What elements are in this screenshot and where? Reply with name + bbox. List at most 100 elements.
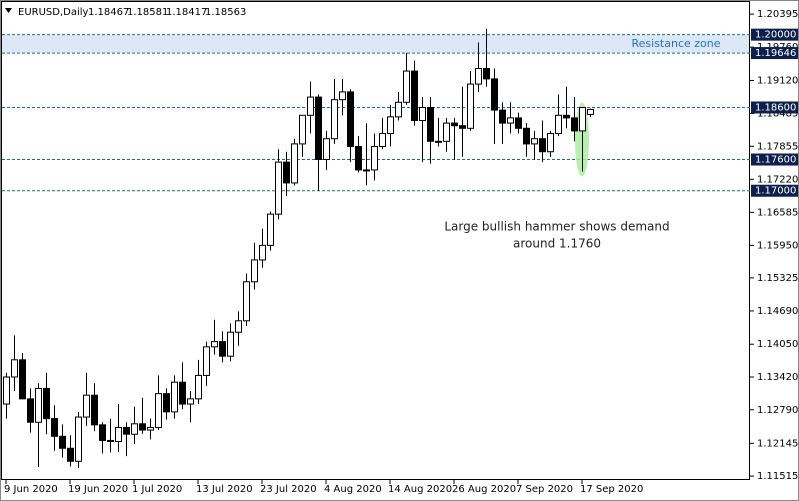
level-label: 1.17000 — [755, 186, 796, 197]
y-tick-label: 1.13420 — [757, 372, 798, 383]
candle-body — [267, 213, 274, 246]
candle-body — [163, 393, 170, 413]
candle-body — [427, 106, 434, 142]
candle-body — [499, 109, 506, 124]
candle-body — [179, 381, 186, 405]
candle-body — [155, 393, 162, 428]
candle-body — [339, 91, 346, 101]
candle-body — [483, 67, 490, 80]
candle-body — [291, 143, 298, 184]
level-label: 1.18600 — [755, 102, 796, 113]
level-label: 1.19646 — [755, 48, 796, 59]
y-tick-label: 1.20395 — [757, 9, 798, 20]
candle-body — [3, 376, 10, 405]
y-tick-label: 1.14050 — [757, 339, 798, 350]
symbol: EURUSD,Daily — [18, 7, 89, 18]
level-label-box — [751, 101, 798, 114]
x-tick-label: 19 Jun 2020 — [68, 484, 128, 495]
x-tick-label: 1 Jul 2020 — [132, 484, 182, 495]
candle-body — [331, 99, 338, 140]
x-tick-label: 23 Jul 2020 — [260, 484, 317, 495]
candle-body — [555, 114, 562, 135]
candle-body — [395, 101, 402, 118]
candle-body — [219, 341, 226, 357]
candle-body — [435, 140, 442, 143]
x-tick-label: 13 Jul 2020 — [196, 484, 253, 495]
level-label: 1.17600 — [755, 155, 796, 166]
y-tick-label: 1.12145 — [757, 438, 798, 449]
level-label-box — [751, 47, 798, 60]
candle-body — [443, 122, 450, 142]
ohlc-high: 1.18581 — [127, 7, 168, 18]
candle-body — [275, 161, 282, 215]
candle-body — [587, 108, 594, 115]
candle-body — [211, 341, 218, 348]
candle-body — [355, 146, 362, 171]
candle-body — [147, 426, 154, 431]
candle-body — [195, 374, 202, 400]
y-tick-label: 1.18485 — [757, 108, 798, 119]
level-label-box — [751, 184, 798, 197]
candle-body — [131, 423, 138, 435]
annotation: Large bullish hammer shows demand — [444, 220, 669, 234]
candle-body — [203, 346, 210, 376]
candle-body — [51, 418, 58, 437]
level-label-box — [751, 153, 798, 166]
candle-body — [323, 138, 330, 161]
candle-body — [507, 117, 514, 124]
ohlc-low: 1.18417 — [166, 7, 207, 18]
candle-body — [243, 281, 250, 322]
candle-body — [515, 117, 522, 129]
candle-body — [187, 398, 194, 405]
candle-body — [539, 138, 546, 153]
candle-body — [459, 125, 466, 129]
candle-body — [259, 244, 266, 261]
candle-body — [35, 387, 42, 423]
y-tick-label: 1.15950 — [757, 240, 798, 251]
zone-label: Resistance zone — [631, 37, 720, 50]
candle-body — [67, 447, 74, 462]
x-tick-label: 9 Jun 2020 — [4, 484, 58, 495]
candle-body — [43, 387, 50, 420]
candle-body — [83, 394, 90, 418]
ohlc-open: 1.18467 — [88, 7, 129, 18]
candle-body — [379, 133, 386, 148]
y-tick-label: 1.16585 — [757, 207, 798, 218]
x-tick-label: 14 Aug 2020 — [388, 484, 452, 495]
candle-body — [91, 394, 98, 426]
candle-body — [387, 116, 394, 135]
candle-body — [11, 359, 18, 378]
candle-body — [315, 96, 322, 161]
plot-frame — [1, 1, 750, 480]
y-tick-label: 1.12790 — [757, 405, 798, 416]
candle-body — [75, 416, 82, 462]
y-tick-label: 1.19120 — [757, 75, 798, 86]
menu-arrow — [5, 8, 12, 13]
candle-body — [451, 122, 458, 127]
candle-body — [171, 381, 178, 413]
x-tick-label: 26 Aug 2020 — [452, 484, 516, 495]
level-label-box — [751, 28, 798, 41]
candle-body — [251, 259, 258, 283]
candle-body — [523, 127, 530, 145]
candle-body — [347, 91, 354, 148]
candle-body — [227, 331, 234, 357]
ohlc-close: 1.18563 — [205, 7, 246, 18]
y-tick-label: 1.15325 — [757, 273, 798, 284]
candle-body — [467, 83, 474, 129]
candle-body — [115, 426, 122, 443]
candle-body — [19, 359, 26, 400]
x-tick-label: 4 Aug 2020 — [324, 484, 382, 495]
candle-body — [547, 133, 554, 153]
candle-body — [99, 424, 106, 441]
resistance-zone — [2, 34, 750, 54]
level-label: 1.20000 — [755, 30, 796, 41]
candle-body — [27, 398, 34, 423]
candle-body — [123, 426, 130, 435]
candle-body — [307, 96, 314, 116]
y-tick-label: 1.11515 — [757, 471, 798, 482]
candle-body — [531, 138, 538, 145]
